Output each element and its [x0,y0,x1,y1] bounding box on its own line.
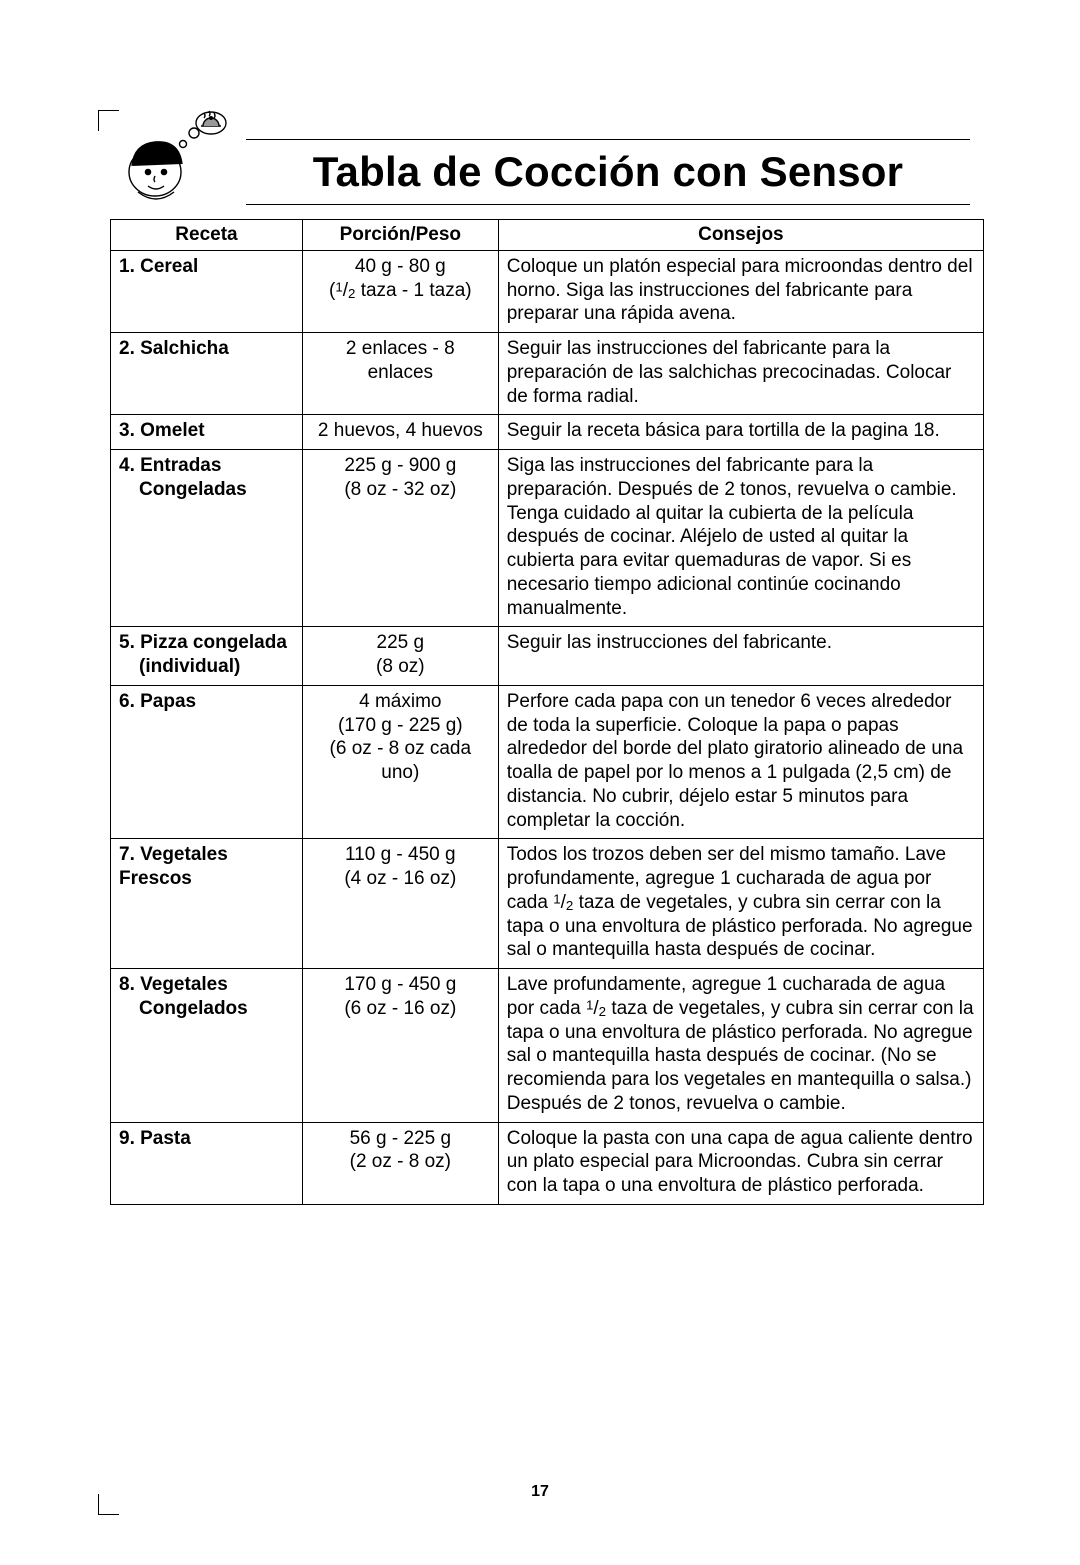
table-row: 8. VegetalesCongelados170 g - 450 g(6 oz… [111,969,984,1123]
table-body: 1. Cereal40 g - 80 g(1/2 taza - 1 taza)C… [111,250,984,1204]
table-header-row: Receta Porción/Peso Consejos [111,220,984,251]
cell-receta: 5. Pizza congelada(individual) [111,627,303,686]
receta-main: 2. Salchicha [119,338,229,359]
table-row: 1. Cereal40 g - 80 g(1/2 taza - 1 taza)C… [111,250,984,332]
receta-main: 3. Omelet [119,420,205,441]
cell-porcion: 225 g(8 oz) [302,627,498,686]
cell-receta: 1. Cereal [111,250,303,332]
cell-porcion: 2 huevos, 4 huevos [302,415,498,450]
porcion-line1: 2 huevos, 4 huevos [311,419,490,443]
cell-porcion: 225 g - 900 g(8 oz - 32 oz) [302,450,498,627]
receta-main: 8. Vegetales [119,974,228,995]
porcion-line2: (170 g - 225 g) [311,714,490,738]
page-number: 17 [0,1483,1080,1501]
receta-sub: (individual) [119,655,294,679]
table-row: 6. Papas 4 máximo(170 g - 225 g)(6 oz - 8… [111,685,984,839]
consejos-text: Seguir las instrucciones del fabricante. [507,632,832,653]
cell-porcion: 40 g - 80 g(1/2 taza - 1 taza) [302,250,498,332]
receta-main: 4. Entradas [119,455,221,476]
porcion-line2: (8 oz) [311,655,490,679]
cell-consejos: Siga las instrucciones del fabricante pa… [498,450,983,627]
table-row: 4. EntradasCongeladas225 g - 900 g(8 oz … [111,450,984,627]
table-row: 2. Salchicha 2 enlaces - 8 enlaces Seguir … [111,333,984,415]
table-row: 3. Omelet 2 huevos, 4 huevos Seguir la rec… [111,415,984,450]
consejos-text: Lave profundamente, agregue 1 cucharada … [507,974,974,1114]
consejos-text: Perfore cada papa con un tenedor 6 veces… [507,691,963,831]
cell-receta: 3. Omelet [111,415,303,450]
cell-porcion: 110 g - 450 g(4 oz - 16 oz) [302,839,498,969]
table-row: 5. Pizza congelada(individual)225 g(8 oz… [111,627,984,686]
cell-consejos: Seguir las instrucciones del fabricante … [498,333,983,415]
consejos-text: Seguir las instrucciones del fabricante … [507,338,952,407]
porcion-line2: (1/2 taza - 1 taza) [311,279,490,303]
cell-receta: 7. Vegetales Frescos [111,839,303,969]
porcion-line2: (6 oz - 16 oz) [311,997,490,1021]
consejos-text: Coloque la pasta con una capa de agua ca… [507,1128,973,1197]
receta-main: 7. Vegetales Frescos [119,844,228,889]
cell-consejos: Seguir la receta básica para tortilla de… [498,415,983,450]
cell-consejos: Coloque la pasta con una capa de agua ca… [498,1122,983,1204]
consejos-text: Coloque un platón especial para microond… [507,256,973,325]
receta-sub: Congeladas [119,478,294,502]
porcion-line1: 40 g - 80 g [311,255,490,279]
porcion-line3: (6 oz - 8 oz cada uno) [311,737,490,785]
receta-main: 1. Cereal [119,256,198,277]
cell-receta: 6. Papas [111,685,303,839]
table-row: 7. Vegetales Frescos 110 g - 450 g(4 oz -… [111,839,984,969]
cell-porcion: 2 enlaces - 8 enlaces [302,333,498,415]
col-header-consejos: Consejos [498,220,983,251]
cell-porcion: 56 g - 225 g(2 oz - 8 oz) [302,1122,498,1204]
consejos-text: Seguir la receta básica para tortilla de… [507,420,940,441]
cell-porcion: 4 máximo(170 g - 225 g)(6 oz - 8 oz cada… [302,685,498,839]
porcion-line2: (4 oz - 16 oz) [311,867,490,891]
porcion-line1: 4 máximo [311,690,490,714]
porcion-line1: 56 g - 225 g [311,1127,490,1151]
porcion-line1: 225 g [311,631,490,655]
document-page: Tabla de Cocción con Sensor Receta Porci… [0,0,1080,1565]
porcion-line1: 170 g - 450 g [311,973,490,997]
cell-receta: 4. EntradasCongeladas [111,450,303,627]
receta-main: 6. Papas [119,691,196,712]
chef-head-icon [118,110,228,205]
porcion-line1: 225 g - 900 g [311,454,490,478]
cell-receta: 8. VegetalesCongelados [111,969,303,1123]
table-row: 9. Pasta56 g - 225 g(2 oz - 8 oz)Coloque… [111,1122,984,1204]
receta-main: 9. Pasta [119,1128,191,1149]
cooking-table: Receta Porción/Peso Consejos 1. Cereal 40… [110,219,984,1205]
cell-porcion: 170 g - 450 g(6 oz - 16 oz) [302,969,498,1123]
consejos-text: Siga las instrucciones del fabricante pa… [507,455,957,619]
title-rule-top [246,139,970,146]
consejos-text: Todos los trozos deben ser del mismo tam… [507,844,973,960]
cell-consejos: Lave profundamente, agregue 1 cucharada … [498,969,983,1123]
cell-consejos: Seguir las instrucciones del fabricante. [498,627,983,686]
cell-consejos: Todos los trozos deben ser del mismo tam… [498,839,983,969]
cell-consejos: Coloque un platón especial para microond… [498,250,983,332]
page-title: Tabla de Cocción con Sensor [246,146,970,198]
porcion-line2: (2 oz - 8 oz) [311,1150,490,1174]
col-header-receta: Receta [111,220,303,251]
title-rule-bottom [246,198,970,205]
porcion-line1: 2 enlaces - 8 enlaces [311,337,490,385]
porcion-line2: (8 oz - 32 oz) [311,478,490,502]
porcion-line1: 110 g - 450 g [311,843,490,867]
cell-receta: 2. Salchicha [111,333,303,415]
cell-receta: 9. Pasta [111,1122,303,1204]
cell-consejos: Perfore cada papa con un tenedor 6 veces… [498,685,983,839]
title-block: Tabla de Cocción con Sensor [246,139,970,205]
crop-mark-top-left [98,110,119,131]
receta-sub: Congelados [119,997,294,1021]
receta-main: 5. Pizza congelada [119,632,287,653]
page-header: Tabla de Cocción con Sensor [118,110,970,205]
col-header-porcion: Porción/Peso [302,220,498,251]
